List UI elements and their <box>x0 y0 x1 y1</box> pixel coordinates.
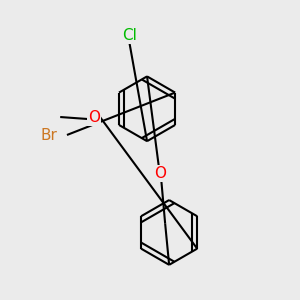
Text: Cl: Cl <box>122 28 137 43</box>
Text: O: O <box>154 166 166 181</box>
Text: Br: Br <box>41 128 58 143</box>
Text: O: O <box>88 110 100 125</box>
